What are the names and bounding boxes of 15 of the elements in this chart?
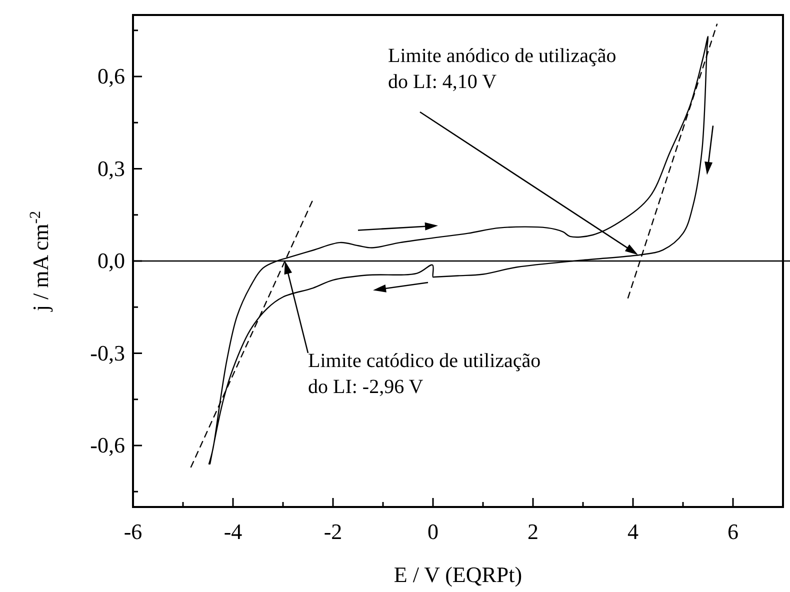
x-tick-label: -2 [324,519,342,544]
y-tick-label: 0,0 [98,248,125,273]
y-tick-label: -0,3 [90,340,125,366]
y-tick-label: 0,6 [98,64,125,88]
x-tick-label: 2 [528,519,538,544]
x-axis-title: E / V (EQRPt) [394,562,522,587]
y-tick-label: -0,6 [90,432,125,458]
annotation: Limite catódico de utilização do LI: -2,96 V [308,350,541,398]
annotation: Limite anódico de utilização do LI: 4,10 V [388,45,616,93]
x-tick-label: 6 [728,519,738,544]
x-tick-label: -4 [224,519,242,544]
x-tick-label: -6 [124,519,142,544]
x-tick-label: 0 [428,519,438,544]
x-tick-label: 4 [628,519,638,544]
y-tick-label: 0,3 [98,156,125,181]
